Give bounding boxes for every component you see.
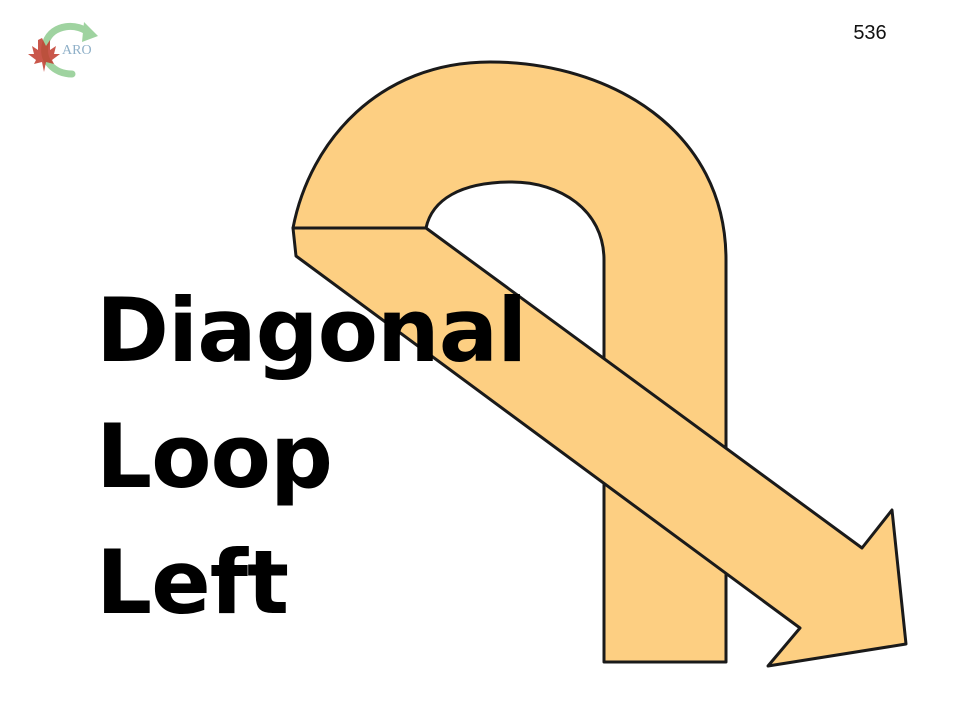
slide-title: Diagonal Loop Left bbox=[96, 268, 527, 646]
title-line-2: Loop bbox=[96, 405, 333, 508]
maple-leaf-arrow-logo-icon: ARO bbox=[28, 22, 98, 78]
title-line-1: Diagonal bbox=[96, 279, 527, 382]
diagonal-shaft bbox=[291, 226, 908, 668]
page-number: 536 bbox=[853, 22, 887, 44]
title-line-3: Left bbox=[96, 531, 289, 634]
logo-text: ARO bbox=[62, 43, 92, 58]
loop-body bbox=[291, 60, 728, 664]
